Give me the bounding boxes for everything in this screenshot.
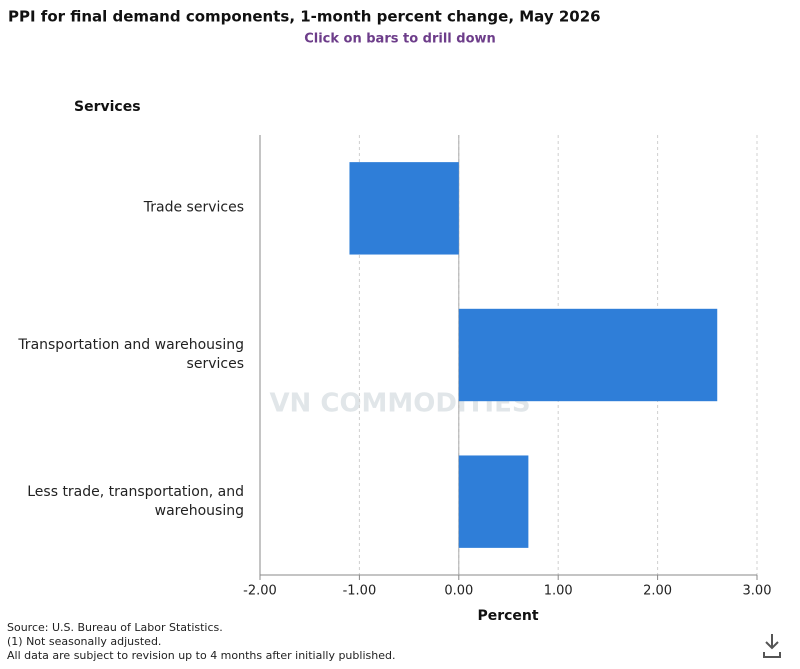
x-tick-label: 1.00: [544, 584, 573, 599]
download-icon[interactable]: [763, 634, 781, 658]
x-tick-label: 2.00: [643, 584, 672, 599]
y-tick-label: Trade services: [143, 199, 244, 216]
source-note: Source: U.S. Bureau of Labor Statistics.: [7, 621, 223, 634]
y-tick-label: Transportation and warehousing services: [18, 337, 244, 372]
x-tick-label: -2.00: [243, 584, 277, 599]
x-tick-label: -1.00: [343, 584, 377, 599]
x-tick-label: 3.00: [743, 584, 772, 599]
chart-title: PPI for final demand components, 1-month…: [8, 8, 601, 26]
chart-subtitle: Click on bars to drill down: [304, 32, 496, 47]
group-label: Services: [74, 99, 141, 115]
x-tick-label: 0.00: [444, 584, 473, 599]
download-glyph: [763, 634, 781, 658]
x-axis-label: Percent: [477, 608, 538, 624]
source-note: (1) Not seasonally adjusted.: [7, 635, 161, 648]
source-note: All data are subject to revision up to 4…: [7, 649, 395, 662]
y-tick-label: Less trade, transportation, and warehous…: [27, 483, 244, 519]
bar[interactable]: [349, 162, 459, 255]
bar[interactable]: [458, 455, 529, 548]
bar[interactable]: [458, 308, 718, 402]
